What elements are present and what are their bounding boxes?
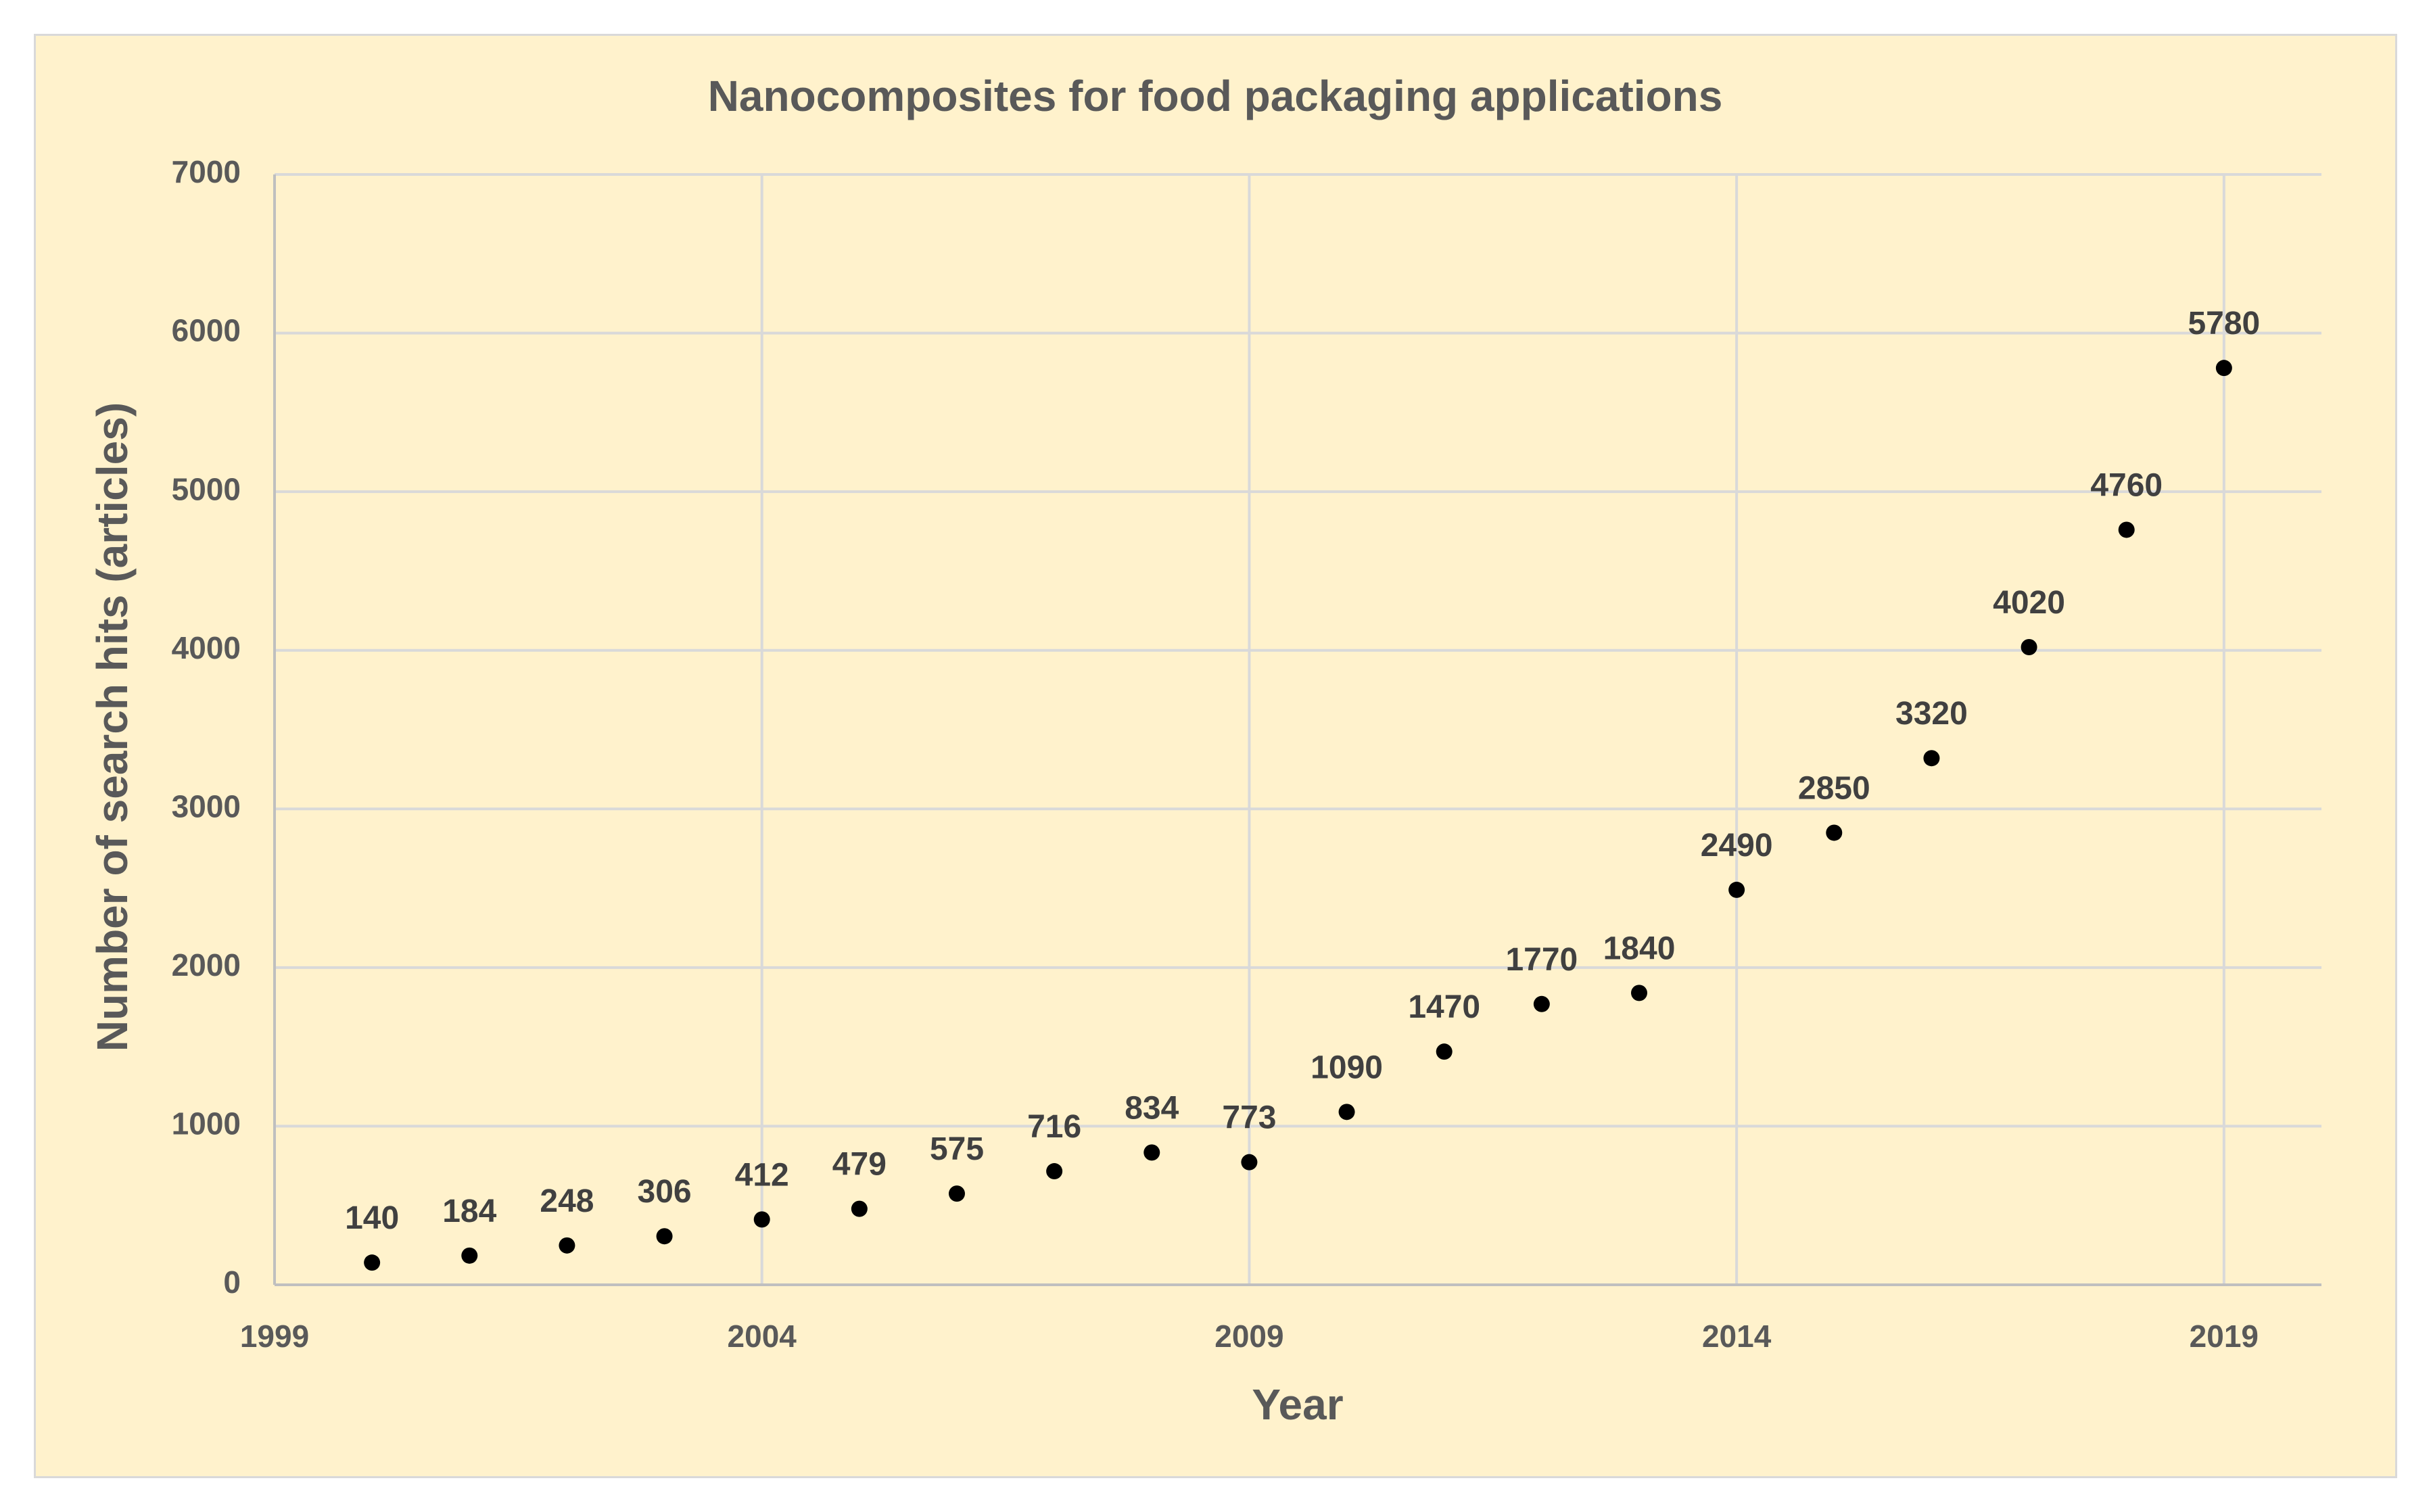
data-point [1241, 1154, 1258, 1171]
data-label: 1090 [1311, 1049, 1383, 1085]
data-point [1143, 1144, 1160, 1161]
data-label: 1770 [1505, 942, 1578, 978]
gridlines [275, 173, 2321, 1285]
y-tick-label: 7000 [172, 154, 241, 189]
y-tick-labels: 0 1000 2000 3000 4000 5000 6000 7000 [172, 154, 241, 1300]
x-tick-label: 1999 [240, 1319, 309, 1354]
data-label: 412 [735, 1157, 789, 1193]
data-point [2215, 360, 2232, 377]
data-point [949, 1185, 965, 1202]
data-point [1338, 1104, 1355, 1120]
data-point [1533, 995, 1550, 1012]
y-tick-label: 4000 [172, 630, 241, 665]
data-label: 140 [345, 1200, 399, 1236]
y-tick-label: 0 [223, 1265, 241, 1300]
data-point [1923, 750, 1940, 767]
data-point [1826, 824, 1843, 841]
y-axis-title: Number of search hits (articles) [88, 402, 137, 1052]
data-points [364, 360, 2232, 1271]
data-point [461, 1247, 478, 1264]
data-label: 716 [1027, 1109, 1081, 1145]
data-label: 773 [1222, 1100, 1276, 1136]
data-point [1046, 1163, 1063, 1180]
x-tick-label: 2004 [728, 1319, 797, 1354]
data-label: 1840 [1603, 930, 1676, 966]
data-point [364, 1254, 381, 1271]
chart-frame [34, 34, 2397, 1478]
data-label: 479 [832, 1147, 887, 1183]
data-point [1728, 881, 1745, 898]
data-label: 834 [1125, 1090, 1179, 1126]
data-point [1631, 985, 1647, 1001]
data-point [2118, 521, 2135, 538]
data-label: 4020 [1993, 585, 2065, 621]
data-label: 3320 [1895, 696, 1968, 732]
x-tick-label: 2014 [1702, 1319, 1772, 1354]
y-tick-label: 3000 [172, 788, 241, 824]
chart-title: Nanocomposites for food packaging applic… [708, 72, 1723, 120]
y-tick-label: 6000 [172, 313, 241, 348]
x-tick-label: 2009 [1214, 1319, 1283, 1354]
data-label: 575 [930, 1131, 984, 1167]
data-point [851, 1200, 868, 1217]
y-tick-label: 5000 [172, 471, 241, 506]
data-point [559, 1237, 575, 1254]
data-labels: 140 184 248 306 412 479 575 716 834 773 1090 1470 17… [345, 306, 2260, 1236]
data-label: 4760 [2090, 467, 2163, 503]
axes [273, 174, 2321, 1286]
data-point [656, 1228, 673, 1245]
data-label: 2850 [1798, 770, 1870, 806]
data-point [753, 1211, 770, 1228]
data-label: 2490 [1701, 828, 1773, 864]
data-label: 1470 [1408, 989, 1480, 1025]
x-tick-label: 2019 [2190, 1319, 2259, 1354]
x-axis-title: Year [1252, 1380, 1343, 1429]
data-label: 248 [540, 1183, 594, 1219]
data-label: 306 [638, 1174, 692, 1210]
y-tick-label: 1000 [172, 1106, 241, 1141]
data-label: 184 [442, 1194, 496, 1229]
x-tick-labels: 1999 2004 2009 2014 2019 [240, 1319, 2259, 1354]
y-tick-label: 2000 [172, 947, 241, 983]
data-label: 5780 [2188, 306, 2260, 341]
data-point [2021, 639, 2037, 656]
data-point [1436, 1043, 1453, 1060]
